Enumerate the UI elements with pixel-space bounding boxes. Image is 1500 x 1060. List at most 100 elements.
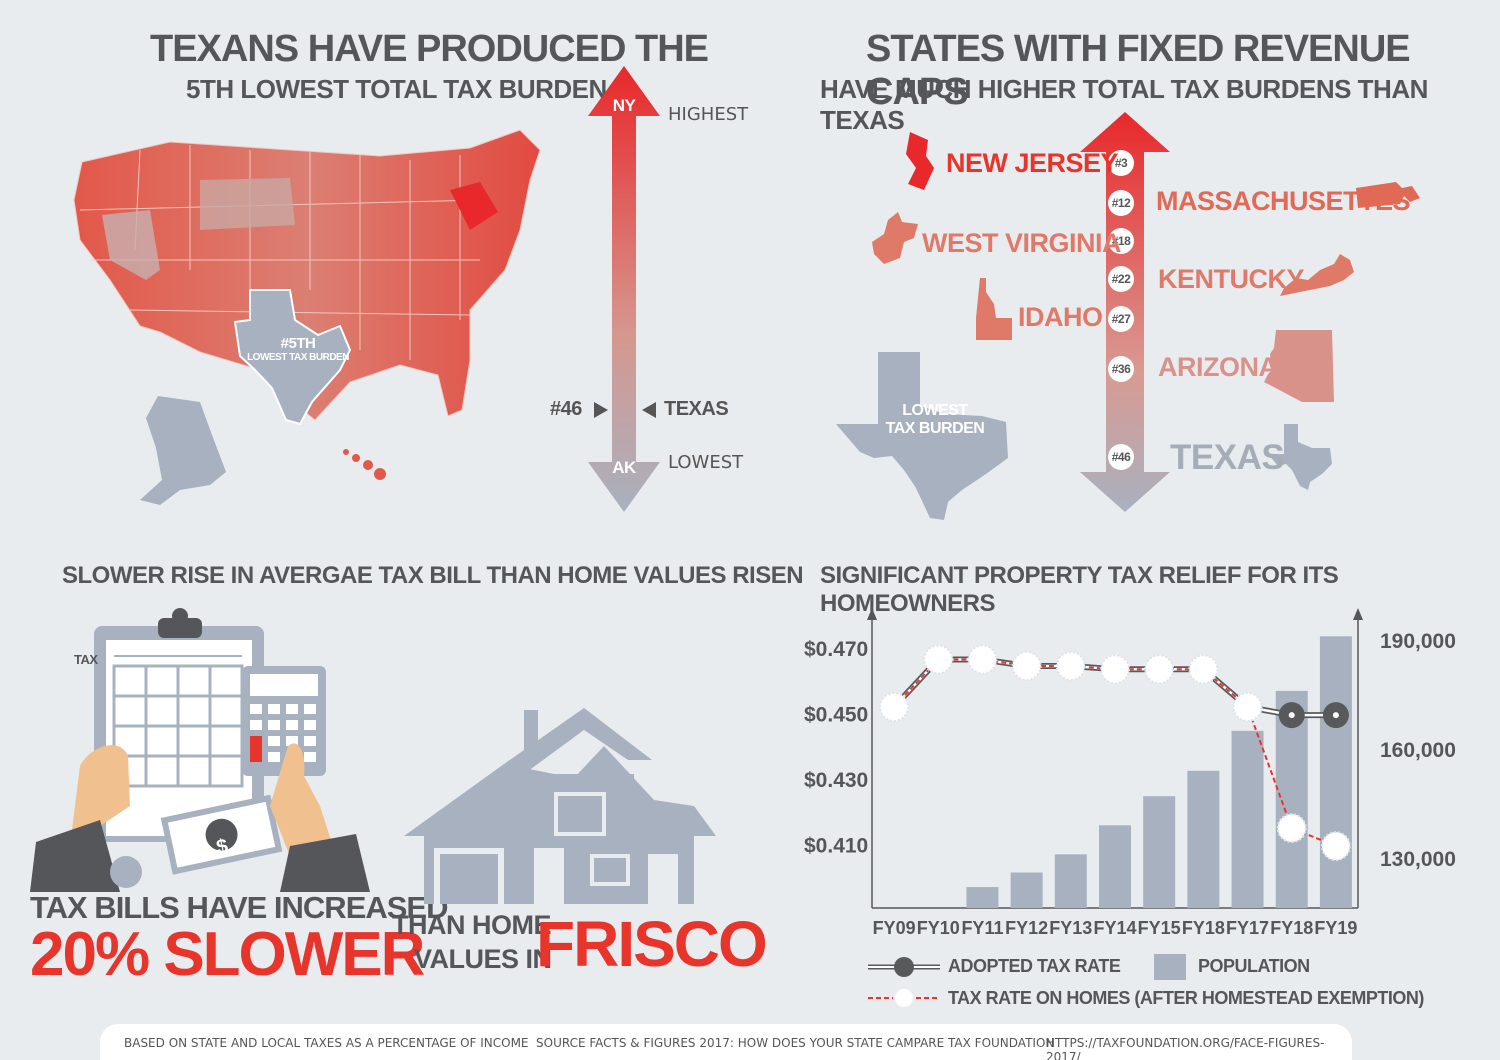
- alaska-shape: [140, 396, 226, 505]
- texas-caption-line2: TAX BURDEN: [885, 420, 985, 437]
- state-label-west-virginia: WEST VIRGINIA: [922, 228, 1122, 258]
- tax-bills-line2: 20% SLOWER: [30, 920, 425, 989]
- footer-left: BASED ON STATE AND LOCAL TAXES AS A PERC…: [124, 1036, 529, 1050]
- panel3-title: SLOWER RISE IN AVERGAE TAX BILL THAN HOM…: [62, 562, 804, 589]
- map-badge: #5TH LOWEST TAX BURDEN: [236, 335, 360, 363]
- tax-bills-line1: TAX BILLS HAVE INCREASED: [30, 890, 448, 925]
- texas-caption: LOWEST TAX BURDEN: [870, 402, 1000, 438]
- new-jersey-shape: [906, 132, 934, 190]
- kentucky-shape: [1280, 254, 1354, 296]
- rank-badge: #3: [1108, 150, 1134, 176]
- rank-badge: #46: [1108, 444, 1134, 470]
- homes-rate-point: [1011, 651, 1042, 682]
- state-label-arizona: ARIZONA: [1158, 352, 1278, 382]
- state-label-texas: TEXAS: [1170, 438, 1285, 477]
- west-virginia-shape: [872, 212, 918, 264]
- x-tick-label: FY15: [1138, 918, 1181, 938]
- tax-sheet-label: TAX: [74, 652, 98, 667]
- rank-badge: #12: [1108, 190, 1134, 216]
- x-tick-label: FY18: [1270, 918, 1313, 938]
- values-in-line: VALUES IN: [414, 944, 552, 974]
- footer-url[interactable]: HTTPS://TAXFOUNDATION.ORG/FACE-FIGURES-2…: [1046, 1036, 1325, 1060]
- population-bar: [1099, 825, 1131, 908]
- triangle-right-icon: [594, 402, 608, 418]
- state-label-massachusetts: MASSACHUSETTES: [1156, 186, 1411, 216]
- right-sleeve: [280, 834, 370, 892]
- homes-rate-point: [1144, 654, 1175, 685]
- texas-scale-label: TEXAS: [664, 398, 729, 420]
- right-tick-label: 130,000: [1380, 848, 1456, 871]
- homes-rate-point: [1232, 691, 1263, 722]
- panel2-title-line2: HAVE MUCH HIGHER TOTAL TAX BURDENS THAN …: [820, 74, 1428, 135]
- legend-homes-swatch: [868, 987, 940, 1009]
- left-axis-arrow: [867, 608, 877, 620]
- left-tick-label: $0.470: [804, 638, 868, 661]
- x-tick-label: FY11: [961, 918, 1003, 938]
- tax-illustration: [30, 608, 370, 892]
- left-hand-icon: [70, 745, 130, 846]
- texas-small-shape: [1268, 424, 1332, 490]
- house-icon: [404, 708, 716, 904]
- left-tick-label: $0.450: [804, 704, 868, 727]
- arizona-shape: [1264, 330, 1334, 402]
- property-tax-chart: $0.470 $0.450 $0.430 $0.410 190,000 160,000 13…: [804, 608, 1456, 938]
- right-tick-label: 190,000: [1380, 630, 1456, 653]
- texas-caption-line1: LOWEST: [902, 402, 968, 419]
- than-home-line: THAN HOME: [392, 910, 552, 940]
- panel1-title-line1: TEXANS HAVE PRODUCED THE: [150, 28, 709, 70]
- panel4-title: SIGNIFICANT PROPERTY TAX RELIEF FOR ITS …: [820, 562, 1339, 617]
- x-tick-label: FY17: [1226, 918, 1269, 938]
- population-bar: [1054, 854, 1087, 908]
- population-bar: [966, 887, 999, 908]
- scale-bottom-label: LOWEST: [668, 452, 744, 473]
- footer-source: SOURCE FACTS & FIGURES 2017: HOW DOES YO…: [536, 1036, 1055, 1050]
- homes-rate-point: [1188, 654, 1219, 685]
- x-tick-label: FY12: [1005, 918, 1048, 938]
- scale-top-code: NY: [612, 96, 636, 115]
- legend-population-swatch: [1154, 954, 1186, 980]
- rank-badge: #36: [1108, 356, 1134, 382]
- texas-large-shape: [836, 352, 1008, 520]
- legend-homes-label: TAX RATE ON HOMES (AFTER HOMESTEAD EXEMP…: [948, 988, 1424, 1008]
- panel1-title-line2: 5TH LOWEST TOTAL TAX BURDEN: [186, 74, 607, 104]
- homes-rate-point: [1276, 813, 1307, 844]
- rank-badge: #18: [1108, 228, 1134, 254]
- scale-top-label: HIGHEST: [668, 104, 749, 125]
- us-map: [73, 129, 541, 505]
- homes-rate-point: [967, 644, 998, 675]
- legend-population-label: POPULATION: [1198, 956, 1310, 976]
- right-hand-icon: [270, 743, 336, 856]
- rank-badge: #27: [1108, 306, 1134, 332]
- triangle-left-icon: [642, 402, 656, 418]
- homes-rate-point: [1100, 654, 1130, 685]
- frisco-label: FRISCO: [536, 908, 768, 980]
- homes-rate-point: [1320, 831, 1351, 862]
- population-bar: [1231, 730, 1264, 908]
- texas-shape: [233, 289, 352, 426]
- homes-rate-point: [879, 691, 910, 722]
- idaho-shape: [976, 278, 1012, 340]
- population-bar: [1010, 872, 1043, 908]
- left-sleeve: [30, 820, 120, 892]
- hawaii-shape: [343, 449, 386, 480]
- state-label-kentucky: KENTUCKY: [1158, 264, 1305, 294]
- money-icon: [160, 794, 283, 875]
- left-tick-label: $0.410: [804, 835, 868, 858]
- legend-adopted-label: ADOPTED TAX RATE: [948, 956, 1121, 976]
- scale-bottom-code: AK: [612, 458, 636, 477]
- rank-badge: #22: [1108, 266, 1134, 292]
- adopted-rate-point-center: [1332, 712, 1339, 719]
- population-bar: [1319, 636, 1352, 908]
- footer: BASED ON STATE AND LOCAL TAXES AS A PERC…: [100, 1024, 1352, 1060]
- texas-rank-label: #46: [550, 398, 582, 420]
- x-tick-label: FY19: [1314, 918, 1357, 938]
- coin-icon: [110, 856, 142, 888]
- right-axis-arrow: [1353, 608, 1363, 620]
- x-tick-label: FY13: [1049, 918, 1092, 938]
- x-tick-label: FY10: [917, 918, 960, 938]
- homes-rate-point: [923, 644, 954, 675]
- population-bar: [1187, 770, 1220, 908]
- map-badge-line2: LOWEST TAX BURDEN: [247, 352, 349, 363]
- population-bar: [1143, 796, 1176, 908]
- burden-scale-arrow: [588, 66, 660, 512]
